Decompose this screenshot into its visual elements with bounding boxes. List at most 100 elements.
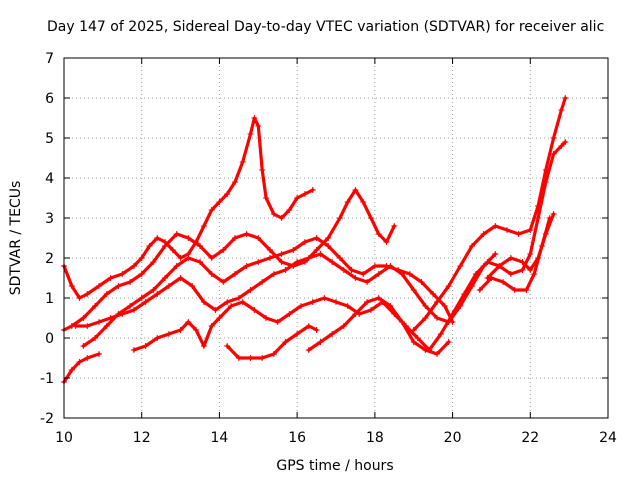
- data-point: [84, 323, 91, 329]
- data-point: [286, 311, 293, 317]
- data-point: [469, 243, 475, 249]
- data-point: [107, 275, 114, 281]
- data-point: [333, 299, 339, 305]
- data-point: [352, 311, 359, 317]
- data-point: [216, 199, 223, 205]
- data-point: [208, 255, 215, 261]
- data-point: [511, 287, 518, 293]
- data-point: [247, 287, 254, 293]
- data-point: [212, 307, 219, 313]
- x-tick-label: 10: [55, 430, 73, 446]
- data-point: [68, 283, 75, 289]
- data-point: [449, 311, 456, 317]
- data-point: [220, 247, 227, 253]
- data-point: [286, 207, 293, 213]
- data-point: [364, 299, 371, 305]
- data-point: [496, 263, 503, 269]
- data-point: [507, 255, 514, 261]
- data-point: [434, 351, 441, 357]
- series-track-h: [305, 295, 452, 357]
- data-point: [278, 259, 285, 265]
- data-point: [410, 287, 417, 293]
- data-point: [367, 307, 374, 313]
- data-point: [266, 247, 273, 253]
- data-point: [185, 235, 192, 241]
- data-point: [263, 315, 270, 321]
- data-point: [200, 223, 207, 229]
- data-point: [399, 319, 406, 325]
- data-point: [259, 279, 266, 285]
- data-point: [387, 263, 394, 269]
- y-tick-label: 0: [45, 331, 54, 347]
- data-point: [84, 355, 91, 361]
- data-point: [445, 283, 452, 289]
- data-point: [375, 271, 382, 277]
- series-track-d: [61, 351, 102, 385]
- data-point: [278, 215, 285, 221]
- x-tick-label: 16: [288, 430, 306, 446]
- data-point: [383, 239, 390, 245]
- series-track-k: [476, 215, 553, 293]
- data-point: [84, 291, 91, 297]
- data-point: [313, 247, 320, 253]
- data-point: [527, 267, 534, 273]
- data-point: [208, 207, 215, 213]
- data-point: [371, 263, 378, 269]
- data-point: [263, 195, 270, 201]
- data-point: [535, 203, 542, 209]
- data-point: [231, 179, 238, 185]
- data-point: [321, 295, 328, 301]
- y-tick-label: 2: [45, 251, 54, 267]
- data-point: [422, 303, 429, 309]
- y-tick-label: -1: [40, 371, 54, 387]
- data-point: [301, 191, 308, 197]
- data-point: [329, 259, 336, 265]
- data-point: [247, 355, 254, 361]
- data-point: [165, 331, 172, 337]
- data-point: [95, 319, 102, 325]
- y-tick-label: 5: [45, 131, 54, 147]
- data-point: [72, 323, 79, 329]
- data-point: [488, 275, 495, 281]
- x-axis-label: GPS time / hours: [276, 458, 393, 474]
- data-point: [115, 283, 122, 289]
- data-point: [76, 359, 83, 365]
- data-point: [301, 239, 308, 245]
- y-tick-label: 3: [45, 211, 54, 227]
- data-point: [294, 195, 301, 201]
- data-point: [95, 283, 102, 289]
- data-point: [352, 275, 359, 281]
- data-point: [391, 223, 398, 229]
- data-point: [461, 291, 468, 297]
- data-point: [224, 343, 231, 349]
- data-point: [197, 259, 203, 265]
- data-point: [189, 283, 196, 289]
- data-point: [235, 295, 242, 301]
- data-point: [247, 131, 254, 137]
- data-point: [375, 231, 382, 237]
- data-point: [550, 151, 557, 157]
- data-point: [500, 279, 507, 285]
- x-tick-label: 20: [444, 430, 462, 446]
- data-point: [519, 267, 526, 273]
- data-point: [492, 223, 499, 229]
- data-point: [127, 279, 134, 285]
- data-point: [562, 139, 569, 145]
- data-point: [282, 339, 289, 345]
- data-point: [146, 243, 153, 249]
- data-point: [95, 351, 102, 357]
- y-tick-label: 4: [45, 171, 54, 187]
- data-point: [208, 323, 215, 329]
- data-point: [558, 107, 565, 113]
- data-point: [441, 303, 448, 309]
- data-point: [434, 315, 441, 321]
- data-point: [150, 287, 157, 293]
- data-point: [375, 295, 382, 301]
- y-tick-label: 7: [45, 51, 54, 67]
- data-point: [259, 355, 266, 361]
- data-point: [239, 159, 246, 165]
- data-point: [278, 251, 285, 257]
- data-point: [173, 263, 180, 269]
